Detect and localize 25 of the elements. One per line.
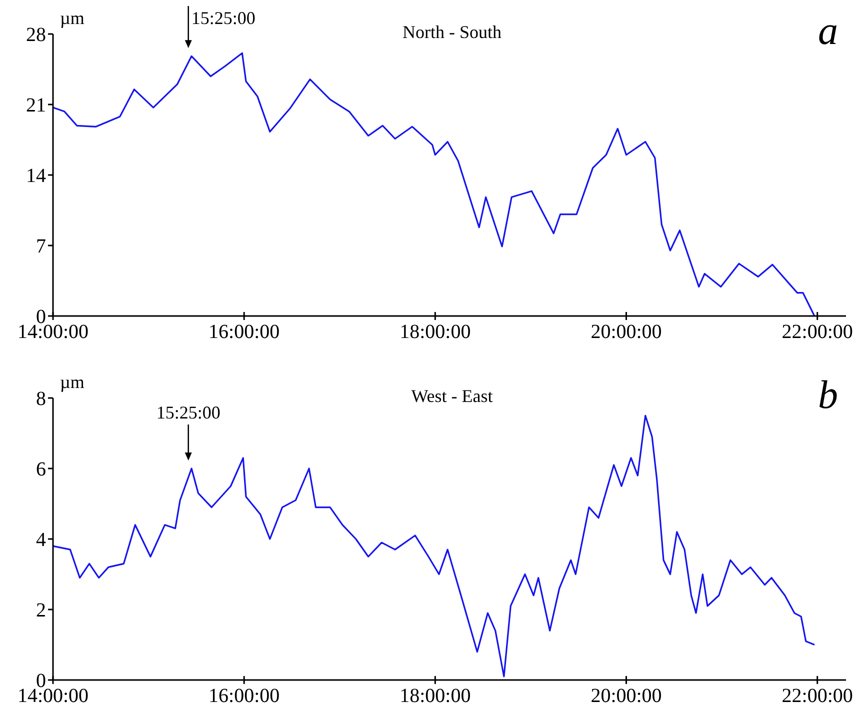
x-tick-label: 22:00:00 — [782, 321, 853, 343]
y-tick-label: 6 — [36, 458, 46, 480]
x-tick-label: 18:00:00 — [400, 685, 471, 707]
y-tick-label: 2 — [36, 600, 46, 622]
chart-title: North - South — [402, 22, 502, 42]
x-tick-label: 18:00:00 — [400, 321, 471, 343]
x-tick-label: 20:00:00 — [590, 685, 662, 707]
y-axis-title: µm — [60, 372, 84, 392]
x-tick-label: 22:00:00 — [782, 685, 853, 707]
line-series — [52, 52, 816, 317]
annotation: 15:25:00 — [191, 8, 256, 28]
y-tick-label: 8 — [36, 388, 46, 410]
y-axis-title: µm — [60, 8, 84, 28]
y-tick-label: 28 — [26, 24, 46, 46]
x-tick-label: 16:00:00 — [208, 321, 280, 343]
y-tick-label: 4 — [36, 529, 46, 551]
annotation: a — [818, 8, 838, 53]
x-tick-label: 20:00:00 — [590, 321, 662, 343]
annotation: b — [818, 372, 838, 417]
y-tick-label: 7 — [36, 236, 46, 258]
x-tick-label: 16:00:00 — [208, 685, 280, 707]
annotation: 15:25:00 — [156, 402, 220, 422]
y-tick-label: 14 — [26, 165, 46, 187]
chart-title: West - East — [411, 386, 493, 406]
y-tick-label: 21 — [26, 94, 46, 116]
